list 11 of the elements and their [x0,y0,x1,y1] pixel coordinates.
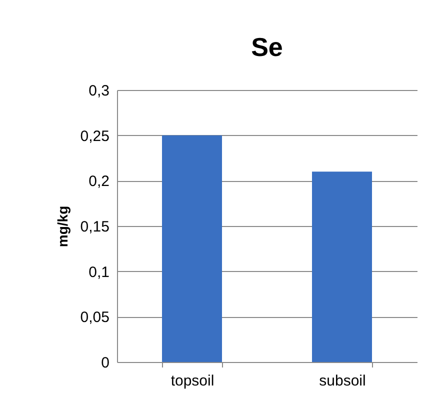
x-tick-label: topsoil [170,372,214,390]
y-axis-title: mg/kg [54,206,70,248]
y-tick-label: 0 [101,354,110,372]
y-tick-label: 0,05 [80,309,110,326]
y-tick-label: 0,15 [80,218,110,236]
chart-title: Se [251,32,283,62]
y-tick-label: 0,3 [88,82,110,100]
x-tick-label: subsoil [319,372,366,390]
y-tick-label: 0,25 [80,128,110,145]
y-tick-label: 0,2 [88,173,110,190]
y-tick-label: 0,1 [88,264,110,281]
